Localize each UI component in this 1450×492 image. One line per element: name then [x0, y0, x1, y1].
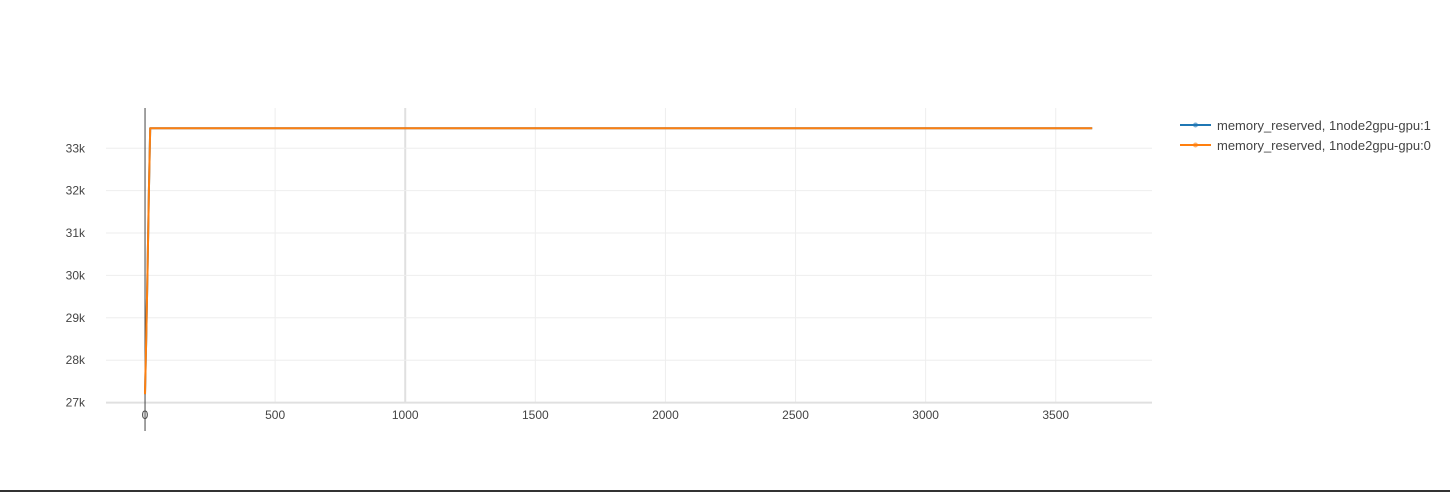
y-tick-label: 29k — [66, 311, 86, 325]
x-tick-label: 500 — [265, 408, 285, 422]
x-tick-label: 3000 — [912, 408, 939, 422]
y-tick-label: 33k — [66, 141, 86, 155]
legend-swatch-marker — [1193, 142, 1198, 148]
y-tick-label: 32k — [66, 184, 86, 198]
legend-swatch-marker — [1193, 122, 1198, 128]
bottom-divider — [0, 490, 1450, 492]
x-tick-label: 1500 — [522, 408, 549, 422]
y-tick-label: 31k — [66, 226, 86, 240]
tick-labels: 0 500 1000 1500 2000 2500 3000 3500 27k 28k 29k 30k… — [66, 141, 1070, 422]
grid-lines — [106, 108, 1152, 404]
y-tick-label: 30k — [66, 268, 86, 282]
y-tick-label: 27k — [66, 396, 86, 410]
x-tick-label: 0 — [142, 408, 149, 422]
legend-item-2[interactable]: memory_reserved, 1node2gpu-gpu:0 — [1180, 138, 1431, 153]
x-tick-label: 1000 — [392, 408, 419, 422]
legend-item-1[interactable]: memory_reserved, 1node2gpu-gpu:1 — [1180, 118, 1431, 133]
x-tick-label: 2000 — [652, 408, 679, 422]
legend[interactable]: memory_reserved, 1node2gpu-gpu:1 memory_r… — [1180, 118, 1431, 153]
series-line-1 — [144, 127, 1093, 395]
series-line-2 — [144, 127, 1093, 395]
legend-label: memory_reserved, 1node2gpu-gpu:1 — [1217, 118, 1431, 133]
series-lines — [144, 127, 1093, 395]
y-tick-label: 28k — [66, 353, 86, 367]
x-tick-label: 2500 — [782, 408, 809, 422]
legend-label: memory_reserved, 1node2gpu-gpu:0 — [1217, 138, 1431, 153]
x-tick-label: 3500 — [1042, 408, 1069, 422]
